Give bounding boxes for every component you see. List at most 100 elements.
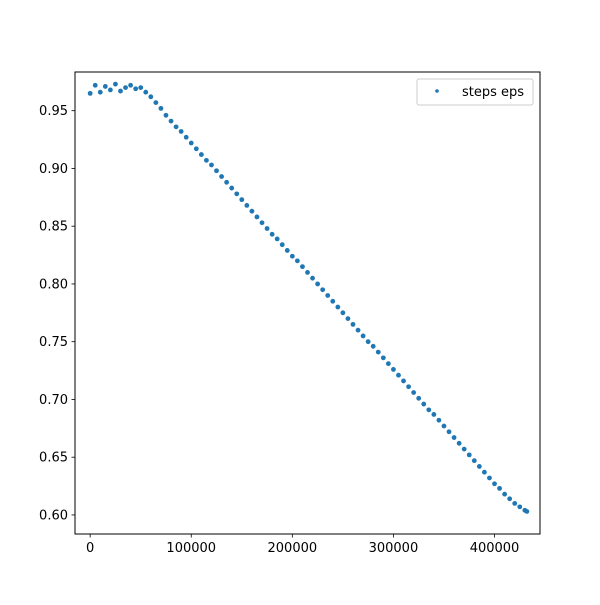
data-point — [340, 310, 346, 316]
data-point — [380, 355, 386, 361]
data-point — [92, 82, 98, 88]
data-point — [143, 89, 149, 95]
data-point — [446, 429, 452, 435]
y-tick-label: 0.95 — [39, 104, 68, 119]
data-point — [300, 264, 305, 270]
data-point — [315, 281, 321, 287]
data-point — [401, 378, 406, 384]
data-point — [517, 504, 523, 510]
data-point — [365, 339, 371, 345]
data-point — [234, 191, 240, 197]
data-point — [193, 146, 199, 152]
data-point — [330, 298, 336, 304]
plot-frame — [74, 71, 541, 535]
x-tick-label: 400000 — [470, 541, 520, 556]
data-point — [178, 129, 184, 134]
data-point — [406, 384, 411, 390]
data-point — [158, 105, 164, 111]
data-point — [229, 185, 235, 191]
data-point — [350, 321, 356, 327]
data-point — [183, 134, 189, 140]
data-point — [198, 152, 204, 157]
x-axis: 0 100000 200000 300000 400000 — [86, 534, 519, 556]
data-point — [325, 293, 331, 298]
legend-box — [416, 78, 534, 106]
data-point — [294, 258, 300, 264]
data-point — [209, 162, 214, 168]
y-tick-label: 0.85 — [39, 220, 68, 235]
data-point — [219, 174, 224, 179]
data-point — [128, 82, 134, 88]
data-point — [524, 509, 530, 514]
data-point — [87, 90, 93, 96]
data-point — [204, 157, 209, 163]
y-tick-label: 0.70 — [39, 393, 68, 408]
data-point — [113, 81, 118, 87]
data-point — [482, 469, 487, 475]
data-point — [168, 118, 174, 124]
data-point — [411, 390, 417, 395]
data-point — [173, 124, 179, 130]
data-point — [249, 208, 255, 214]
data-point — [426, 407, 432, 413]
data-point — [512, 500, 518, 506]
data-point — [431, 412, 437, 417]
data-point — [97, 89, 103, 95]
data-point — [244, 203, 250, 208]
data-point — [138, 85, 144, 90]
data-point — [305, 269, 310, 275]
data-point — [492, 481, 497, 487]
data-point — [396, 372, 401, 378]
data-point — [133, 86, 139, 92]
y-tick-label: 0.60 — [39, 508, 68, 523]
data-point — [451, 435, 457, 440]
data-point — [375, 349, 381, 355]
data-point — [355, 327, 361, 333]
data-point — [289, 253, 295, 259]
data-point — [456, 440, 462, 446]
data-point — [370, 343, 376, 349]
x-tick-label: 300000 — [369, 541, 419, 556]
data-point — [269, 231, 275, 237]
x-tick-label: 200000 — [268, 541, 318, 556]
x-tick-label: 100000 — [166, 541, 216, 556]
data-point — [416, 395, 422, 401]
data-point — [476, 464, 482, 469]
y-tick-label: 0.80 — [39, 277, 68, 292]
data-point — [274, 236, 280, 242]
y-axis: 0.60 0.65 0.70 0.75 0.80 0.85 0.90 0.95 — [39, 104, 75, 523]
data-point — [436, 417, 442, 423]
points-layer — [87, 81, 530, 514]
data-point — [487, 475, 492, 481]
data-point — [320, 287, 326, 293]
data-point — [360, 333, 366, 339]
data-point — [345, 316, 351, 321]
data-point — [118, 88, 123, 94]
data-point — [224, 179, 230, 185]
data-point — [123, 85, 128, 90]
data-point — [214, 168, 219, 174]
data-point — [421, 401, 427, 407]
data-point — [153, 100, 159, 106]
data-point — [148, 94, 154, 100]
data-point — [466, 452, 472, 458]
data-point — [391, 367, 396, 372]
data-point — [259, 220, 265, 226]
data-point — [335, 304, 341, 310]
y-tick-label: 0.90 — [39, 162, 68, 177]
legend: steps eps — [416, 78, 534, 106]
data-point — [107, 87, 113, 93]
data-point — [284, 248, 290, 253]
data-point — [461, 446, 467, 452]
legend-marker — [435, 89, 439, 93]
data-point — [163, 112, 169, 118]
data-point — [279, 242, 285, 248]
data-point — [507, 496, 513, 502]
data-point — [471, 458, 477, 464]
data-point — [264, 226, 270, 231]
data-point — [310, 275, 315, 281]
x-tick-label: 0 — [86, 541, 94, 556]
data-point — [239, 197, 245, 203]
